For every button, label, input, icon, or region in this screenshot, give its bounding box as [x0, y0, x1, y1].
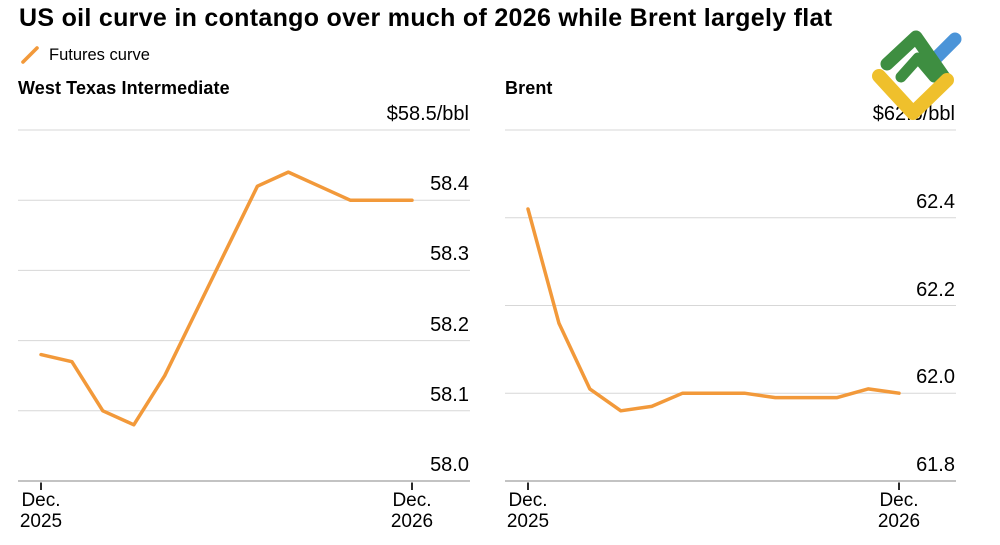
- panel-title-brent: Brent: [505, 78, 553, 98]
- chart-title: US oil curve in contango over much of 20…: [19, 4, 833, 32]
- y-axis-label: 58.0: [430, 454, 469, 476]
- legend-line-icon: [21, 46, 39, 64]
- y-axis-label: 58.4: [430, 173, 469, 196]
- x-axis-label: Dec. 2026: [390, 490, 434, 532]
- y-axis-label: 62.2: [916, 278, 955, 301]
- y-axis-label: 62.0: [916, 366, 955, 389]
- panel-brent: Brent $62.6/bbl 62.4 62.2 62.0 61.8 Dec. 2025…: [505, 78, 958, 545]
- futures-curve-line: [526, 207, 901, 413]
- y-axis-label: 58.3: [430, 243, 469, 266]
- logo-green-outer-chevron: [880, 30, 953, 87]
- y-axis-label: 58.1: [430, 383, 469, 406]
- y-axis-label: $58.5/bbl: [386, 103, 469, 125]
- x-axis-label: Dec. 2025: [19, 490, 63, 532]
- panel-west-texas-intermediate: West Texas Intermediate $58.5/bbl 58.4 58.…: [18, 78, 472, 545]
- x-axis-label: Dec. 2025: [506, 490, 550, 532]
- wti-plot-area: $58.5/bbl 58.4 58.3 58.2 58.1 58.0 Dec. 2025 De…: [18, 103, 472, 545]
- futures-curve-line: [39, 170, 414, 427]
- chart-canvas: [18, 129, 470, 490]
- y-axis-label: 62.4: [916, 190, 955, 213]
- logo-yellow-check: [872, 69, 954, 120]
- chart-canvas: [505, 129, 956, 490]
- y-axis-label: 61.8: [916, 454, 955, 476]
- legend-label: Futures curve: [49, 45, 150, 64]
- litefinance-logo: [863, 27, 963, 127]
- panel-title-wti: West Texas Intermediate: [18, 78, 230, 98]
- logo-green-inner-chevron: [895, 52, 940, 83]
- litefinance-logo-icon: [872, 30, 962, 120]
- brent-plot-area: $62.6/bbl 62.4 62.2 62.0 61.8 Dec. 2025 Dec. 2…: [505, 103, 958, 545]
- legend: Futures curve: [20, 45, 150, 65]
- logo-blue-stroke: [930, 32, 962, 64]
- y-axis-label: 58.2: [430, 313, 469, 336]
- x-axis-label: Dec. 2026: [877, 490, 921, 532]
